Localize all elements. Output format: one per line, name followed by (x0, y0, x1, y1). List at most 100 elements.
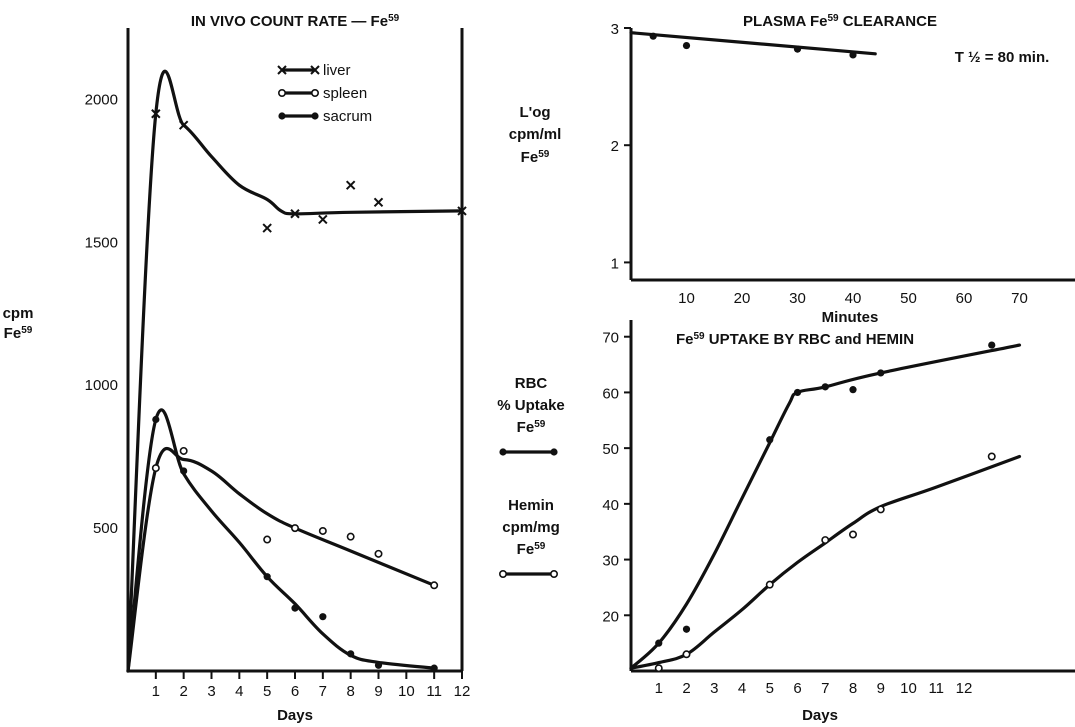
data-point-liver (345, 180, 356, 190)
data-point-rbc (655, 639, 663, 647)
data-point-sacrum (319, 613, 327, 621)
data-point-sacrum (374, 661, 383, 669)
data-point-clearance (849, 51, 857, 59)
legend-label-hemin: Fe59 (517, 541, 546, 559)
x-tick-label: 40 (845, 290, 862, 307)
x-tick-label: 10 (900, 680, 917, 697)
legend-marker-rbc (550, 448, 558, 456)
plasma-clearance-panel: 10 20 30 40 50 60 70 1 2 3 PLASMA Fe59 CLEARANCE Mi… (509, 13, 1075, 326)
data-point-clearance (649, 32, 657, 40)
y-tick-label: 50 (602, 441, 619, 458)
x-tick-label: 30 (789, 290, 806, 307)
x-tick-label: 3 (710, 680, 718, 697)
data-point-sacrum (263, 573, 271, 581)
data-point-spleen (290, 524, 299, 533)
y-axis-label: L'og (519, 104, 550, 121)
data-point-liver (178, 120, 189, 130)
chart-title: PLASMA Fe59 CLEARANCE (743, 13, 937, 31)
legend-label-spleen: spleen (323, 85, 367, 102)
legend: liver spleen sacrum (277, 62, 372, 125)
x-tick-label: 5 (766, 680, 774, 697)
chart-title: Fe59 UPTAKE BY RBC and HEMIN (676, 331, 914, 349)
y-tick-label: 1000 (85, 377, 118, 394)
x-tick-label: 4 (738, 680, 746, 697)
data-point-rbc (849, 386, 857, 394)
x-tick-label: 50 (900, 290, 917, 307)
y-tick-label: 1500 (85, 234, 118, 251)
data-point-hemin (654, 664, 663, 673)
data-point-sacrum (430, 664, 438, 672)
y-tick-label: 2 (611, 138, 619, 155)
data-point-rbc (988, 341, 996, 349)
y-axis-label: cpm/ml (509, 126, 562, 143)
y-axis-label: Fe59 (521, 149, 550, 167)
legend-marker-spleen (277, 89, 286, 98)
x-tick-label: 1 (655, 680, 663, 697)
x-tick-label: 8 (346, 683, 354, 700)
y-tick-label: 3 (611, 21, 619, 38)
legend-marker-sacrum (311, 112, 319, 120)
data-point-spleen (263, 535, 272, 544)
data-point-hemin (848, 530, 857, 539)
y-tick-label: 30 (602, 553, 619, 570)
x-axis-label: Days (277, 707, 313, 724)
data-point-hemin (987, 452, 996, 461)
x-tick-label: 6 (291, 683, 299, 700)
data-point-clearance (793, 45, 802, 53)
data-point-liver (318, 214, 328, 225)
x-tick-label: 4 (235, 683, 243, 700)
data-point-hemin (821, 536, 830, 545)
legend-marker-rbc (499, 448, 507, 456)
data-point-spleen (430, 581, 439, 590)
legend-label-rbc: % Uptake (497, 397, 565, 414)
x-tick-label: 12 (956, 680, 973, 697)
data-point-spleen (318, 526, 327, 535)
x-tick-label: 8 (849, 680, 857, 697)
y-tick-label: 60 (602, 385, 619, 402)
legend-label-sacrum: sacrum (323, 108, 372, 125)
data-point-hemin (765, 580, 774, 589)
series-line-sacrum (126, 408, 436, 673)
x-tick-label: 7 (319, 683, 327, 700)
x-tick-label: 9 (877, 680, 885, 697)
series-line-liver (126, 69, 464, 673)
legend-marker-sacrum (278, 112, 286, 120)
series-line-hemin (629, 454, 1022, 670)
x-axis-label: Minutes (822, 309, 879, 326)
y-axis-label: cpm (3, 305, 34, 322)
y-axis-label: Fe59 (4, 325, 33, 343)
legend-label-hemin: cpm/mg (502, 519, 560, 536)
legend-marker-hemin (549, 569, 558, 578)
data-point-sacrum (152, 415, 160, 424)
data-point-liver (373, 197, 384, 208)
data-point-spleen (179, 446, 188, 455)
x-tick-label: 1 (152, 683, 160, 700)
data-point-sacrum (347, 650, 355, 658)
data-point-spleen (151, 464, 160, 473)
data-point-liver (457, 206, 467, 216)
data-point-spleen (374, 549, 383, 558)
data-point-rbc (877, 369, 885, 377)
y-tick-label: 40 (602, 497, 619, 514)
data-point-rbc (682, 625, 691, 633)
legend-label-hemin: Hemin (508, 497, 554, 514)
data-point-spleen (346, 532, 355, 541)
y-tick-label: 20 (602, 608, 619, 625)
y-tick-label: 1 (611, 255, 619, 272)
data-point-liver (262, 223, 272, 233)
x-tick-label: 2 (682, 680, 690, 697)
series-line-clearance (629, 31, 877, 56)
x-axis-label: Days (802, 707, 838, 724)
data-point-rbc (821, 383, 829, 391)
data-point-clearance (682, 41, 691, 50)
chart-title: IN VIVO COUNT RATE — Fe59 (191, 13, 400, 31)
x-tick-label: 7 (821, 680, 829, 697)
data-point-rbc (766, 436, 774, 444)
x-tick-label: 70 (1011, 290, 1028, 307)
uptake-legend: RBC % Uptake Fe59 Hemin cpm/mg Fe59 (497, 375, 565, 578)
legend-marker-hemin (498, 569, 507, 578)
x-tick-label: 10 (678, 290, 695, 307)
legend-label-liver: liver (323, 62, 351, 79)
